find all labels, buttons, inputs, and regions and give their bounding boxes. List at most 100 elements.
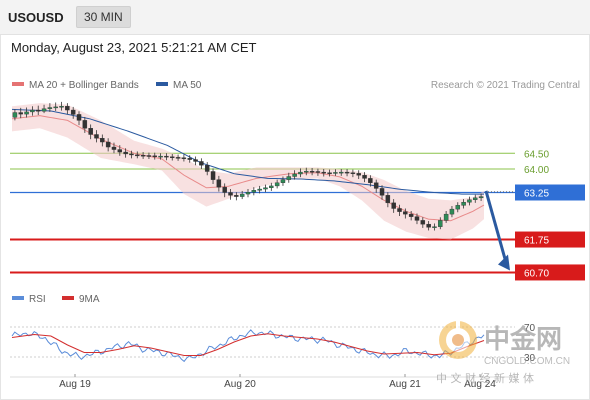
candle xyxy=(35,105,41,116)
candle xyxy=(403,208,408,219)
candle xyxy=(164,153,169,161)
coin-logo-icon xyxy=(439,320,477,359)
candle-body xyxy=(24,111,29,115)
candle xyxy=(473,194,478,203)
rsi-legend-label: RSI xyxy=(29,294,46,305)
candle-body xyxy=(309,170,315,173)
research-credit: Research © 2021 Trading Central xyxy=(430,80,580,91)
candle xyxy=(443,211,449,223)
candle xyxy=(298,168,303,178)
candle xyxy=(356,170,361,180)
candle-body xyxy=(461,202,466,206)
candle-body xyxy=(321,171,326,174)
moving-averages xyxy=(11,108,484,195)
level-label-60.70: 60.70 xyxy=(524,268,549,279)
candle-body xyxy=(181,157,187,159)
candle-body xyxy=(426,223,431,228)
candle-body xyxy=(373,182,379,189)
candle xyxy=(105,138,111,152)
candle xyxy=(53,102,58,111)
candle xyxy=(129,150,134,159)
level-tags: 64.50 64.00 63.25 61.75 60.70 xyxy=(515,149,585,281)
candle xyxy=(263,184,268,193)
candlesticks xyxy=(12,101,484,231)
candle xyxy=(123,148,128,158)
candle-body xyxy=(333,172,338,174)
candle xyxy=(100,134,105,147)
candle xyxy=(175,154,181,161)
candle-body xyxy=(88,128,93,135)
candle xyxy=(333,169,338,176)
candle-body xyxy=(315,171,321,173)
candle xyxy=(170,153,175,161)
candle xyxy=(146,152,152,159)
candle xyxy=(292,170,297,180)
candle xyxy=(117,145,123,156)
level-tag-63.25 xyxy=(515,184,585,201)
candle-body xyxy=(94,134,99,139)
x-axis: Aug 19 Aug 20 Aug 21 Aug 24 xyxy=(10,374,515,390)
candle xyxy=(158,153,163,160)
candle xyxy=(373,179,379,193)
candle-body xyxy=(286,176,292,180)
candle xyxy=(455,202,461,213)
candle-body xyxy=(478,196,484,199)
candle-body xyxy=(467,199,472,203)
candle-body xyxy=(222,186,227,193)
candle xyxy=(426,221,431,231)
symbol-label: USOUSD xyxy=(8,10,64,25)
candle xyxy=(408,211,414,221)
rsi-panel: 30 70 xyxy=(10,323,536,364)
candle-body xyxy=(473,197,478,200)
candle xyxy=(327,169,332,177)
candle xyxy=(385,192,391,208)
legend-ma50: MA 50 xyxy=(156,80,201,91)
candle-body xyxy=(158,155,163,158)
candle xyxy=(438,217,443,230)
candle-body xyxy=(70,109,76,115)
candle xyxy=(420,217,426,228)
ma50-line xyxy=(11,108,484,195)
watermark-tagline: 中 文 财 经 新 媒 体 xyxy=(436,371,534,385)
level-label-61.75: 61.75 xyxy=(524,236,549,247)
timeframe-button[interactable]: 30 MIN xyxy=(76,6,131,28)
candle xyxy=(187,155,192,163)
candle xyxy=(274,179,280,189)
candle-body xyxy=(350,172,356,174)
candle xyxy=(286,172,292,183)
bollinger-band-area xyxy=(12,103,484,240)
candle xyxy=(449,205,455,218)
candle-body xyxy=(245,191,251,195)
candle-body xyxy=(397,208,402,212)
candle xyxy=(269,182,274,191)
bollinger-swatch xyxy=(12,82,24,87)
candle-body xyxy=(30,109,35,113)
candle xyxy=(216,175,222,192)
candle xyxy=(257,185,262,194)
candle-body xyxy=(414,216,420,221)
candle-body xyxy=(216,179,222,188)
ma9-swatch xyxy=(62,296,74,301)
rsi-line xyxy=(11,329,485,363)
projection-arrow-shaft xyxy=(484,190,508,263)
candle xyxy=(135,151,140,159)
candle-body xyxy=(47,107,53,109)
candle-body xyxy=(263,187,268,190)
candle xyxy=(88,124,93,140)
candle-body xyxy=(274,182,280,187)
candle xyxy=(368,175,373,187)
candle-body xyxy=(327,172,332,174)
candle-body xyxy=(210,171,216,180)
candle-body xyxy=(170,156,175,158)
candle xyxy=(181,154,187,162)
candle-body xyxy=(362,175,367,179)
candle xyxy=(280,176,286,186)
watermark-name: 中金网 xyxy=(484,324,562,355)
candle-body xyxy=(41,108,47,112)
candle xyxy=(210,168,216,185)
candle-body xyxy=(356,173,361,176)
rsi-ref-label-30: 30 xyxy=(524,353,536,364)
candle xyxy=(94,130,99,143)
candle-body xyxy=(391,202,396,209)
